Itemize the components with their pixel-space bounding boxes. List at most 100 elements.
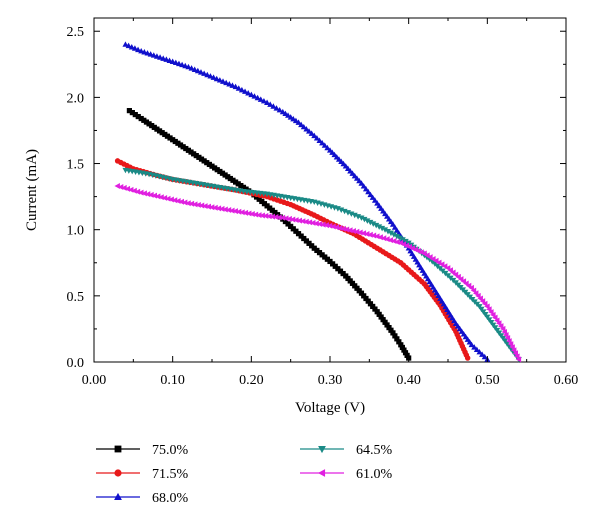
data-point — [213, 75, 220, 82]
legend-item: 71.5% — [96, 467, 189, 482]
data-point — [239, 209, 245, 216]
data-point — [306, 219, 313, 226]
data-point — [269, 207, 275, 213]
data-point — [185, 147, 191, 153]
data-point — [365, 298, 371, 304]
data-point — [235, 85, 242, 91]
data-point — [249, 211, 255, 217]
data-point — [128, 43, 135, 50]
data-point — [316, 137, 323, 143]
data-point — [154, 126, 160, 132]
data-point — [205, 203, 211, 210]
data-point — [361, 293, 367, 299]
legend-label: 64.5% — [356, 443, 393, 458]
data-point — [311, 245, 317, 251]
data-point — [385, 229, 392, 235]
data-point — [276, 106, 283, 113]
data-point — [367, 231, 373, 238]
data-point — [479, 351, 486, 357]
data-point — [473, 346, 480, 352]
data-point — [164, 133, 171, 139]
data-point — [242, 88, 249, 94]
data-point — [206, 161, 212, 168]
data-point — [488, 309, 494, 316]
data-point — [286, 215, 292, 222]
data-point — [321, 142, 328, 148]
data-point — [316, 250, 323, 256]
data-point — [497, 323, 504, 330]
data-point — [362, 185, 369, 192]
y-axis-title: Current (mA) — [24, 149, 40, 231]
data-point — [162, 131, 168, 138]
data-point — [301, 235, 307, 242]
data-point — [183, 145, 189, 152]
data-point — [401, 347, 407, 353]
data-point — [309, 243, 315, 249]
data-point — [300, 123, 307, 130]
data-point — [295, 231, 302, 237]
data-point — [324, 144, 331, 151]
data-point — [151, 192, 158, 199]
data-point — [151, 124, 157, 130]
legend-item: 75.0% — [96, 443, 189, 458]
data-point — [232, 83, 239, 90]
data-point — [146, 121, 152, 127]
data-point — [303, 218, 309, 225]
data-point — [141, 190, 147, 197]
data-point — [210, 74, 217, 80]
data-point — [282, 218, 289, 225]
data-point — [320, 221, 326, 228]
data-point — [217, 168, 223, 175]
data-point — [376, 224, 383, 230]
data-point — [154, 193, 161, 200]
data-point — [392, 333, 398, 339]
data-point — [470, 287, 477, 294]
x-axis-title: Voltage (V) — [295, 400, 365, 416]
data-point — [396, 235, 403, 242]
y-tick-label: 1.0 — [67, 224, 85, 239]
data-point — [481, 353, 488, 360]
data-point — [229, 82, 236, 88]
legend-item: 61.0% — [300, 467, 393, 482]
data-point — [230, 177, 236, 183]
data-point — [208, 204, 215, 211]
legend-label: 68.0% — [152, 491, 189, 506]
data-point — [181, 199, 188, 206]
data-point — [512, 350, 518, 357]
data-point — [175, 197, 181, 204]
data-point — [196, 154, 202, 160]
data-point — [377, 234, 383, 241]
y-tick-label: 0.5 — [67, 290, 85, 305]
data-point — [347, 227, 353, 234]
y-tick-label: 1.5 — [67, 158, 85, 173]
x-tick-label: 0.60 — [554, 373, 579, 388]
data-point — [515, 356, 522, 363]
legend-item: 64.5% — [300, 443, 393, 458]
data-point — [285, 221, 291, 227]
data-point — [212, 204, 218, 211]
legend-marker — [318, 445, 326, 454]
data-point — [369, 194, 376, 200]
data-point — [188, 149, 194, 155]
data-point — [303, 238, 309, 244]
data-point — [386, 325, 392, 331]
y-tick-label: 0.0 — [67, 356, 85, 371]
data-point — [194, 67, 201, 74]
data-point — [121, 184, 127, 191]
data-point — [276, 214, 282, 221]
data-point — [370, 303, 376, 310]
data-point — [306, 128, 313, 134]
data-point — [165, 195, 171, 202]
data-point — [326, 222, 333, 229]
data-point — [370, 221, 377, 227]
x-tick-label: 0.10 — [160, 373, 185, 388]
data-point — [288, 223, 294, 229]
data-point — [506, 338, 512, 345]
data-point — [399, 344, 405, 351]
data-point — [254, 94, 261, 101]
data-point — [507, 341, 514, 348]
data-point — [188, 65, 195, 71]
data-point — [380, 317, 386, 323]
data-point — [283, 215, 289, 222]
data-point — [327, 258, 333, 265]
